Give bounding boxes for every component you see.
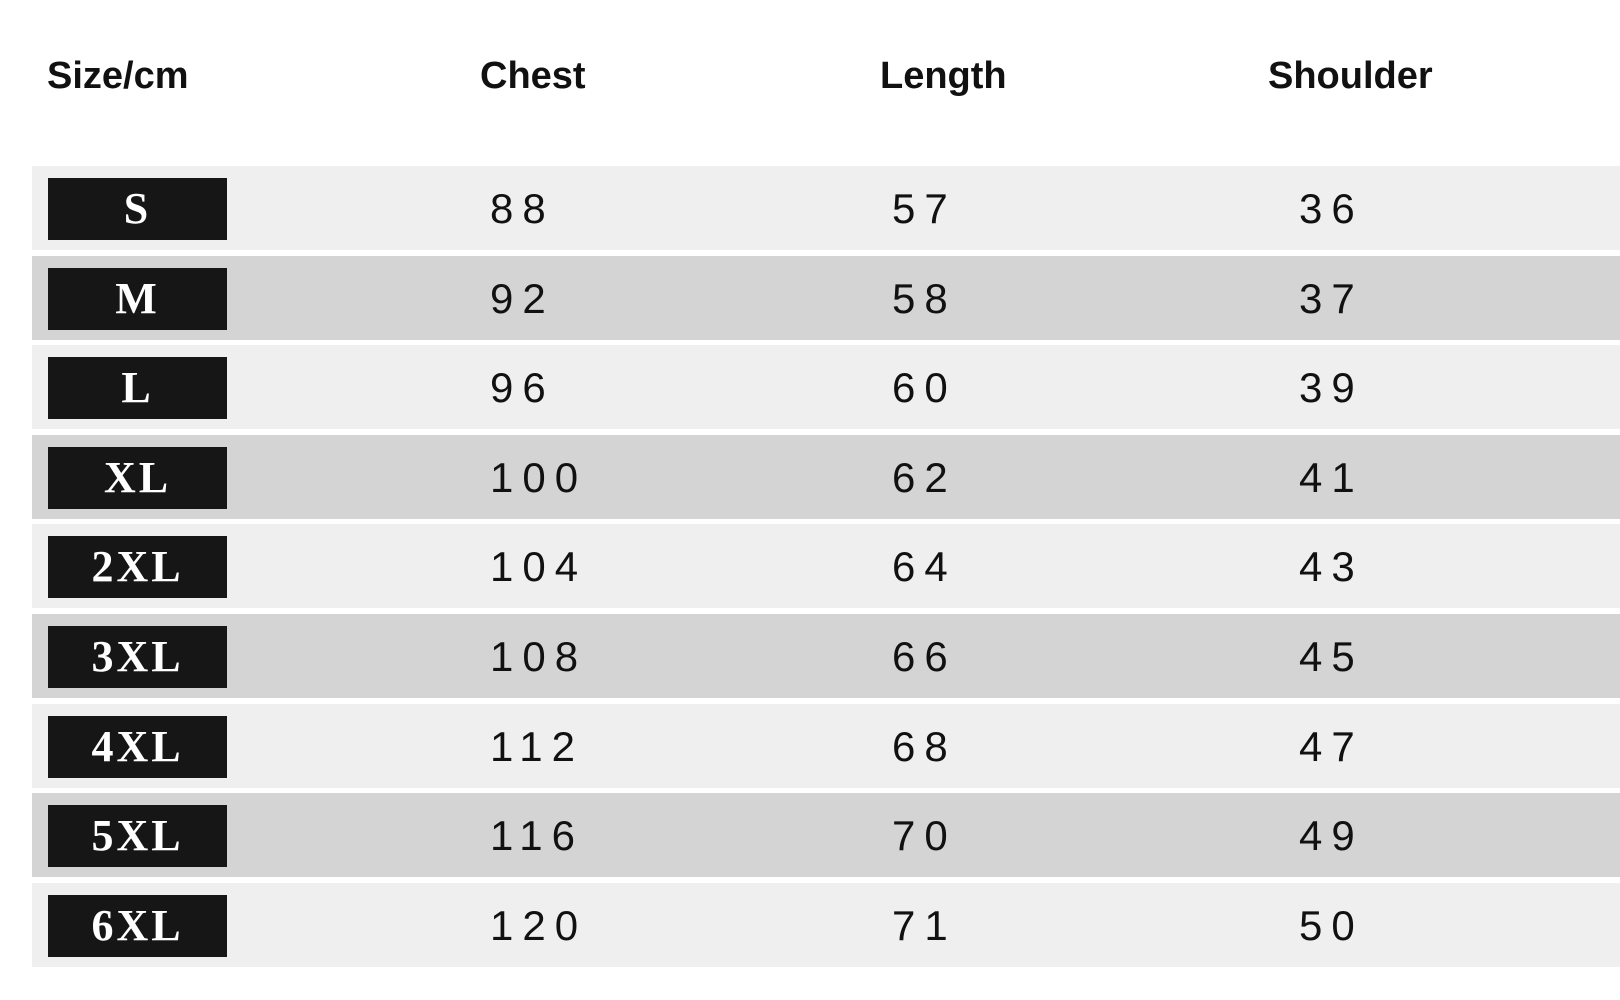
table-row: 3XL 108 66 45 <box>32 614 1620 698</box>
size-label: 2XL <box>48 536 227 599</box>
table-row: XL 100 62 41 <box>32 434 1620 519</box>
size-label: 6XL <box>48 894 227 957</box>
chest-value: 112 <box>490 722 584 770</box>
shoulder-value: 47 <box>1299 722 1364 770</box>
size-label: M <box>48 267 227 330</box>
chest-value: 116 <box>490 812 584 860</box>
length-value: 71 <box>892 901 957 949</box>
size-label: L <box>48 357 227 420</box>
chest-value: 96 <box>490 364 555 412</box>
length-value: 57 <box>892 185 957 232</box>
chest-value: 88 <box>490 185 555 232</box>
length-value: 60 <box>892 364 957 412</box>
chest-value: 104 <box>490 543 588 591</box>
chest-value: 108 <box>490 633 588 680</box>
size-label: 3XL <box>48 626 227 688</box>
length-value: 70 <box>892 812 957 860</box>
header-size: Size/cm <box>47 55 189 97</box>
table-row: L 96 60 39 <box>32 345 1620 430</box>
shoulder-value: 37 <box>1299 274 1364 322</box>
length-value: 68 <box>892 722 957 770</box>
shoulder-value: 36 <box>1299 185 1364 232</box>
table-row: 4XL 112 68 47 <box>32 703 1620 788</box>
size-label: 5XL <box>48 805 227 868</box>
header-chest: Chest <box>480 55 586 97</box>
header-shoulder: Shoulder <box>1268 55 1433 97</box>
header-length: Length <box>880 55 1007 97</box>
shoulder-value: 45 <box>1299 633 1364 680</box>
table-row: M 92 58 37 <box>32 255 1620 340</box>
length-value: 62 <box>892 453 957 501</box>
chest-value: 120 <box>490 901 588 949</box>
table-row: S 88 57 36 <box>32 166 1620 250</box>
shoulder-value: 50 <box>1299 901 1364 949</box>
length-value: 64 <box>892 543 957 591</box>
chest-value: 100 <box>490 453 588 501</box>
shoulder-value: 39 <box>1299 364 1364 412</box>
length-value: 58 <box>892 274 957 322</box>
size-label: XL <box>48 446 227 509</box>
shoulder-value: 41 <box>1299 453 1364 501</box>
table-row: 2XL 104 64 43 <box>32 524 1620 609</box>
shoulder-value: 43 <box>1299 543 1364 591</box>
size-label: S <box>48 178 227 240</box>
chest-value: 92 <box>490 274 555 322</box>
table-row: 5XL 116 70 49 <box>32 793 1620 878</box>
table-row: 6XL 120 71 50 <box>32 882 1620 967</box>
size-label: 4XL <box>48 715 227 778</box>
shoulder-value: 49 <box>1299 812 1364 860</box>
length-value: 66 <box>892 633 957 680</box>
